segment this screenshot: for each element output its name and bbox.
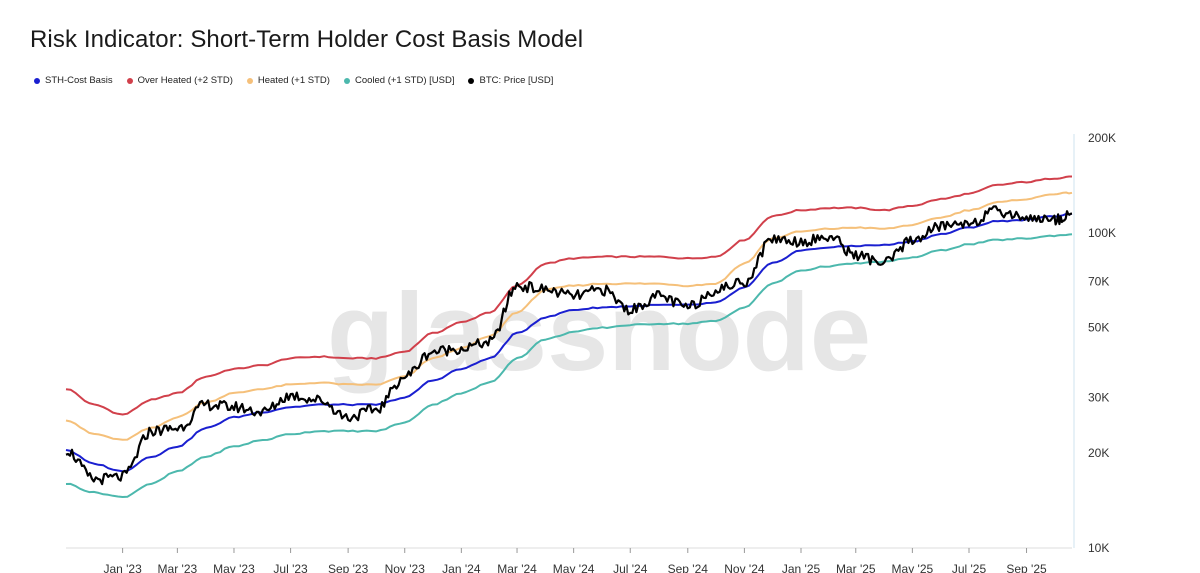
- series-line-btc-price-usd: [65, 205, 1072, 486]
- legend-label: STH-Cost Basis: [45, 75, 113, 86]
- legend-label: Cooled (+1 STD) [USD]: [354, 75, 455, 86]
- legend-swatch: [468, 77, 475, 84]
- legend-swatch: [126, 77, 133, 84]
- x-tick-label: Sep '24: [668, 562, 709, 573]
- x-tick-label: Jan '24: [442, 562, 481, 573]
- series-line-over-heated-2-std: [65, 175, 1072, 416]
- y-tick-label: 30K: [1088, 391, 1109, 405]
- x-tick-label: Jan '25: [782, 562, 821, 573]
- legend-swatch: [343, 77, 350, 84]
- legend-item[interactable]: BTC: Price [USD]: [468, 75, 553, 86]
- legend-label: BTC: Price [USD]: [479, 75, 554, 86]
- x-tick-label: May '24: [553, 562, 595, 573]
- x-tick-label: Jan '23: [103, 562, 142, 573]
- watermark: glassnode: [327, 271, 871, 394]
- x-tick-label: Sep '25: [1006, 562, 1047, 573]
- y-tick-label: 50K: [1088, 321, 1109, 335]
- x-tick-label: Jul '25: [952, 562, 987, 573]
- legend-swatch: [246, 77, 253, 84]
- x-tick-label: Jul '24: [613, 562, 648, 573]
- y-tick-label: 10K: [1088, 541, 1109, 555]
- x-tick-label: May '23: [213, 562, 255, 573]
- legend-label: Heated (+1 STD): [257, 75, 330, 86]
- x-tick-label: Jul '23: [273, 562, 308, 573]
- legend-label: Over Heated (+2 STD): [137, 75, 233, 86]
- x-tick-label: Nov '23: [385, 562, 426, 573]
- x-tick-label: Sep '23: [328, 562, 369, 573]
- x-tick-label: May '25: [892, 562, 934, 573]
- series-line-heated-1-std: [65, 191, 1073, 441]
- legend-item[interactable]: Cooled (+1 STD) [USD]: [343, 75, 455, 86]
- y-tick-label: 100K: [1088, 226, 1116, 240]
- chart-title: Risk Indicator: Short-Term Holder Cost B…: [30, 26, 584, 53]
- chart-legend: STH-Cost Basis Over Heated (+2 STD) Heated…: [34, 75, 553, 86]
- y-tick-label: 70K: [1088, 275, 1109, 289]
- legend-item[interactable]: Heated (+1 STD): [246, 75, 330, 86]
- y-tick-label: 200K: [1088, 131, 1116, 145]
- x-tick-label: Mar '24: [497, 562, 537, 573]
- x-tick-label: Mar '25: [836, 562, 876, 573]
- legend-item[interactable]: Over Heated (+2 STD): [126, 75, 233, 86]
- series-line-cooled-1-std-usd: [65, 233, 1073, 498]
- y-tick-label: 20K: [1088, 446, 1109, 460]
- legend-swatch: [34, 77, 40, 84]
- x-tick-label: Nov '24: [724, 562, 765, 573]
- x-tick-label: Mar '23: [158, 562, 198, 573]
- legend-item[interactable]: STH-Cost Basis: [34, 75, 113, 86]
